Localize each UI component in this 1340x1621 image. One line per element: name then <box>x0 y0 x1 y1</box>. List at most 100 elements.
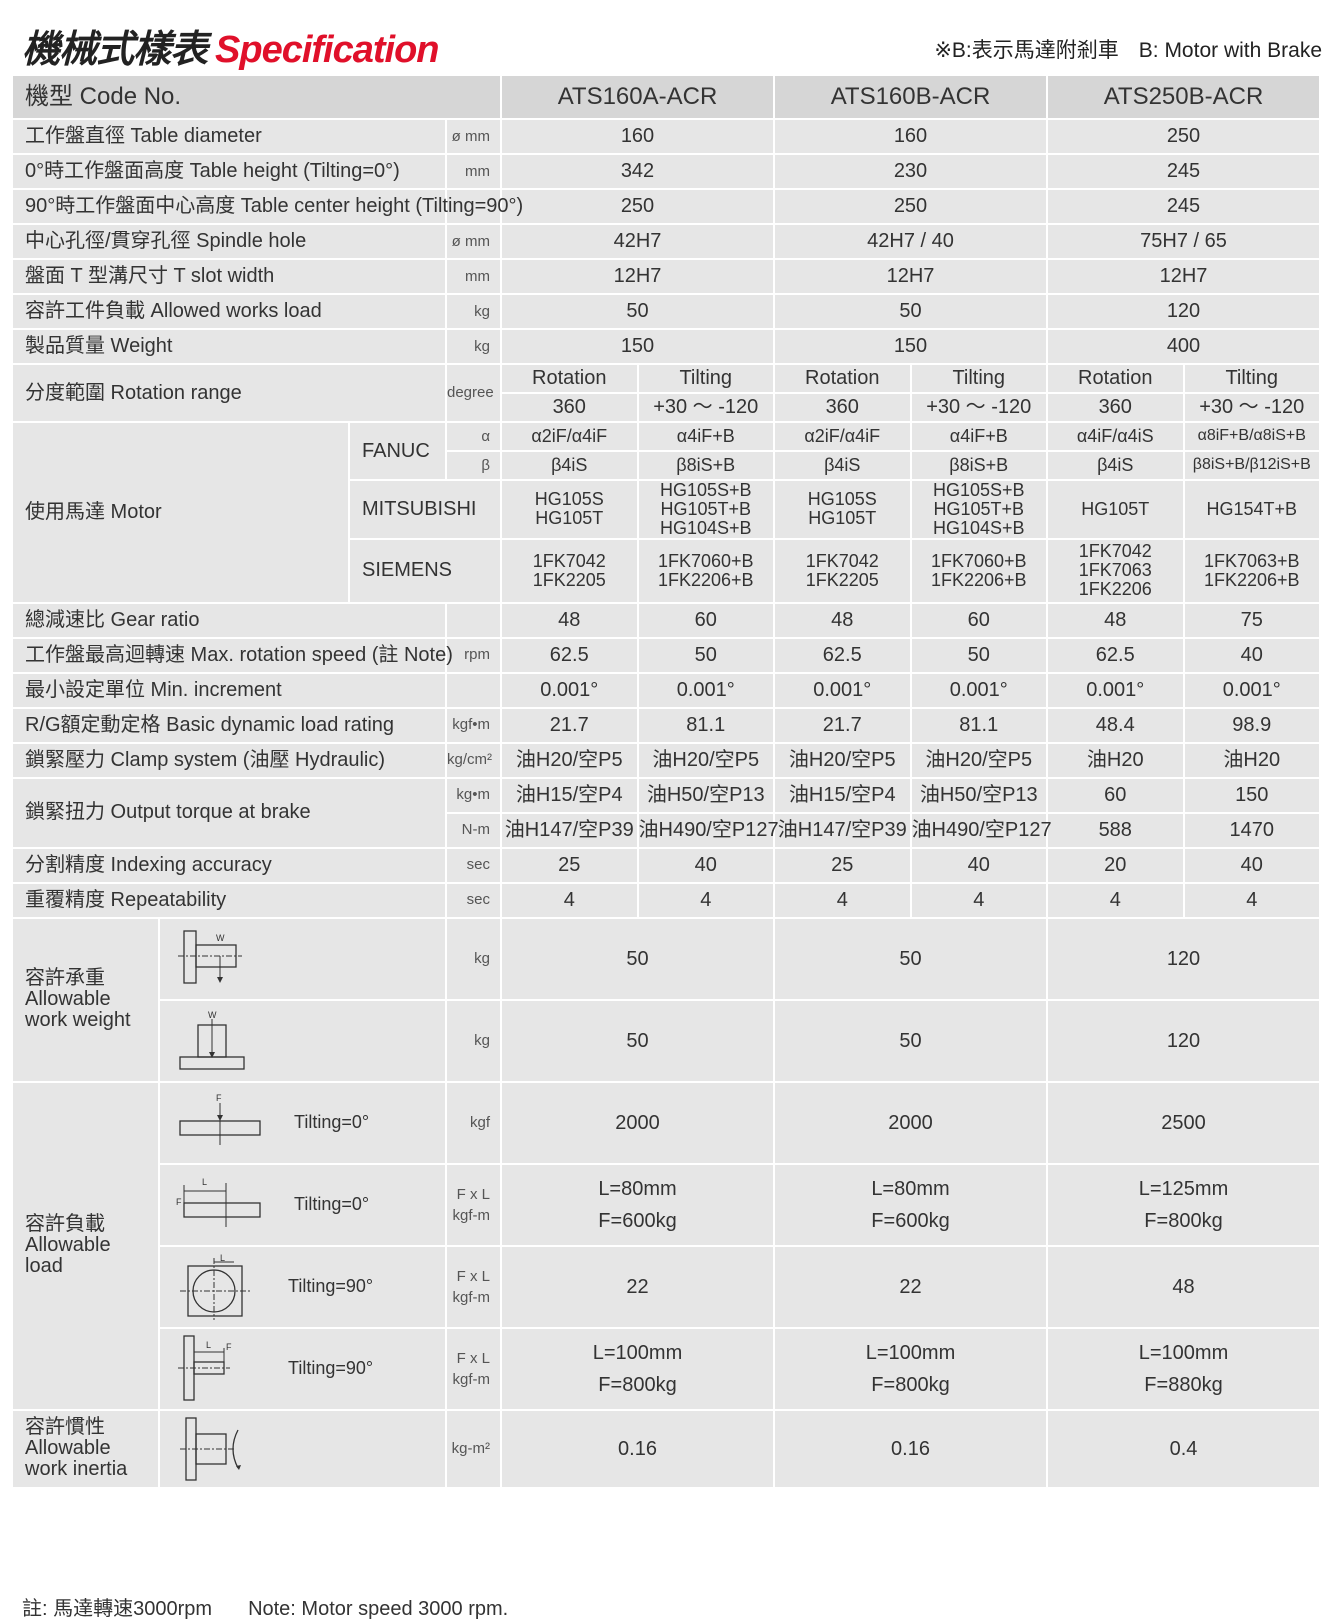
value-cell: 250 <box>1046 118 1321 155</box>
inertia-icon <box>180 1417 241 1481</box>
tilting-label: Tilting=90° <box>288 1358 374 1379</box>
cell-line: HG105T <box>808 508 877 529</box>
value-cell: 25 <box>500 846 639 884</box>
svg-text:L: L <box>206 1340 211 1350</box>
value-cell: 48 <box>773 601 912 639</box>
value-cell: α4iF+B <box>636 421 775 452</box>
motor-row: SIEMENS 1FK7042 1FK2205 1FK7060+B 1FK2206+B 1… <box>12 537 1321 604</box>
diagram-cell: W <box>158 998 447 1083</box>
value-cell: 250 <box>773 188 1048 225</box>
cell-line: 1FK2205 <box>805 569 879 590</box>
value-cell: 0.001° <box>909 671 1048 709</box>
value-cell: 360 <box>773 392 912 423</box>
value-cell: 81.1 <box>909 706 1048 744</box>
value-cell: β8iS+B <box>909 450 1048 481</box>
page-title: 機械式樣表 Specification <box>22 18 440 73</box>
diagram-cell: L Tilting=90° <box>158 1244 447 1329</box>
row-label: 盤面 T 型溝尺寸 T slot width <box>11 258 447 295</box>
value-cell: 60 <box>909 601 1048 639</box>
table-row: 工作盤直徑 Table diameter ø mm 160 160 250 <box>11 118 1321 155</box>
svg-text:W: W <box>216 933 225 943</box>
group-label-line: load <box>25 1255 63 1278</box>
value-cell: L=100mm F=800kg <box>773 1326 1048 1411</box>
tilting-label: Tilting=0° <box>294 1112 370 1133</box>
cell-line: F=800kg <box>871 1373 950 1396</box>
value-cell: 12H7 <box>773 258 1048 295</box>
cell-line: 48 <box>1172 1275 1195 1298</box>
cell-line: 120 <box>1166 947 1201 970</box>
beta-label: β <box>445 450 502 481</box>
rotation-sublabel: Rotation <box>500 363 639 394</box>
value-cell: 油H15/空P4 <box>773 776 912 814</box>
value-cell: 50 <box>636 636 775 674</box>
row-unit: N-m <box>445 811 502 849</box>
cell-line: 0.4 <box>1169 1437 1198 1460</box>
row-unit: sec <box>445 881 502 919</box>
cell-line: L=125mm <box>1138 1177 1229 1200</box>
svg-text:F: F <box>226 1342 232 1352</box>
table-row: 總減速比 Gear ratio 48 60 48 60 48 75 <box>11 601 1321 639</box>
cell-line: 120 <box>1166 1029 1201 1052</box>
cell-line: 22 <box>899 1275 922 1298</box>
row-unit <box>445 671 502 709</box>
top-weight-icon: W <box>179 1010 245 1070</box>
cell-line: F=800kg <box>1144 1209 1223 1232</box>
diagram: W <box>160 929 445 989</box>
group-label: 容許慣性 Allowable work inertia <box>11 1408 160 1489</box>
svg-text:L: L <box>220 1254 225 1263</box>
value-cell: 12H7 <box>500 258 775 295</box>
value-cell: +30 ～ -120 <box>909 392 1048 423</box>
value-cell: 1FK7042 1FK2205 <box>500 537 639 604</box>
cell-line: 1FK7063+B <box>1203 550 1300 571</box>
value-cell: α2iF/α4iF <box>500 421 639 452</box>
axial-load-icon: F <box>179 1093 261 1145</box>
table-row: 製品質量 Weight kg 150 150 400 <box>11 328 1321 365</box>
value-cell: 油H20/空P5 <box>500 741 639 779</box>
value-cell: 48.4 <box>1046 706 1185 744</box>
row-unit <box>445 601 502 639</box>
icon-row: 容許負載 Allowable load F Tilting=0° kgf 2000 2000 2… <box>11 1080 1321 1411</box>
value-cell: 245 <box>1046 153 1321 190</box>
motor-row: β β4iS β8iS+B β4iS β8iS+B β4iS β8iS+B/β12iS+B <box>12 450 1321 481</box>
value-cell: 1470 <box>1182 811 1321 849</box>
footnote-zh: 註: 馬達轉速3000rpm <box>22 1598 213 1620</box>
cell-line: kgf <box>469 1114 490 1132</box>
row-label: 製品質量 Weight <box>11 328 447 365</box>
cell-line: 2000 <box>615 1111 660 1134</box>
value-cell: 4 <box>1046 881 1185 919</box>
value-cell: HG105S+B HG105T+B HG104S+B <box>909 479 1048 540</box>
value-cell: 4 <box>500 881 639 919</box>
value-cell: 21.7 <box>500 706 639 744</box>
svg-text:F: F <box>176 1197 182 1207</box>
value-cell: 油H50/空P13 <box>909 776 1048 814</box>
diagram: L Tilting=90° <box>160 1254 445 1320</box>
cell-line: 22 <box>626 1275 649 1298</box>
table-row: 中心孔徑/貫穿孔徑 Spindle hole ø mm 42H7 42H7 / 40 7… <box>11 223 1321 260</box>
value-cell: HG154T+B <box>1182 479 1321 540</box>
value-cell: 20 <box>1046 846 1185 884</box>
cell-line: 1FK7063 <box>1078 560 1152 581</box>
cell-line: L=80mm <box>598 1177 677 1200</box>
alpha-label: α <box>445 421 502 452</box>
motor-row: 使用馬達 Motor FANUC α α2iF/α4iF α4iF+B α2iF/α4iF… <box>11 421 1321 604</box>
value-cell: 4 <box>636 881 775 919</box>
group-label-line: 容許承重 <box>25 967 105 990</box>
cell-line: HG105T <box>1081 498 1150 519</box>
tilted-moment-icon: L <box>180 1254 250 1320</box>
value-cell: 98.9 <box>1182 706 1321 744</box>
cell-line: 50 <box>626 947 649 970</box>
row-label: 總減速比 Gear ratio <box>11 601 447 639</box>
value-cell: 40 <box>1182 846 1321 884</box>
cell-line: kgf-m <box>452 1288 491 1306</box>
cell-line: HG154T+B <box>1206 498 1298 519</box>
cell-line: 50 <box>626 1029 649 1052</box>
cell-line: kg <box>474 950 490 968</box>
row-unit: kgf•m <box>445 706 502 744</box>
cell-line: 50 <box>899 947 922 970</box>
cell-line: F=600kg <box>871 1209 950 1232</box>
row-label: 工作盤最高迴轉速 Max. rotation speed (註 Note) <box>11 636 453 674</box>
value-cell: 油H20 <box>1182 741 1321 779</box>
cell-line: L=100mm <box>865 1341 956 1364</box>
value-cell: 42H7 / 40 <box>773 223 1048 260</box>
value-cell: 0.4 <box>1046 1408 1321 1489</box>
